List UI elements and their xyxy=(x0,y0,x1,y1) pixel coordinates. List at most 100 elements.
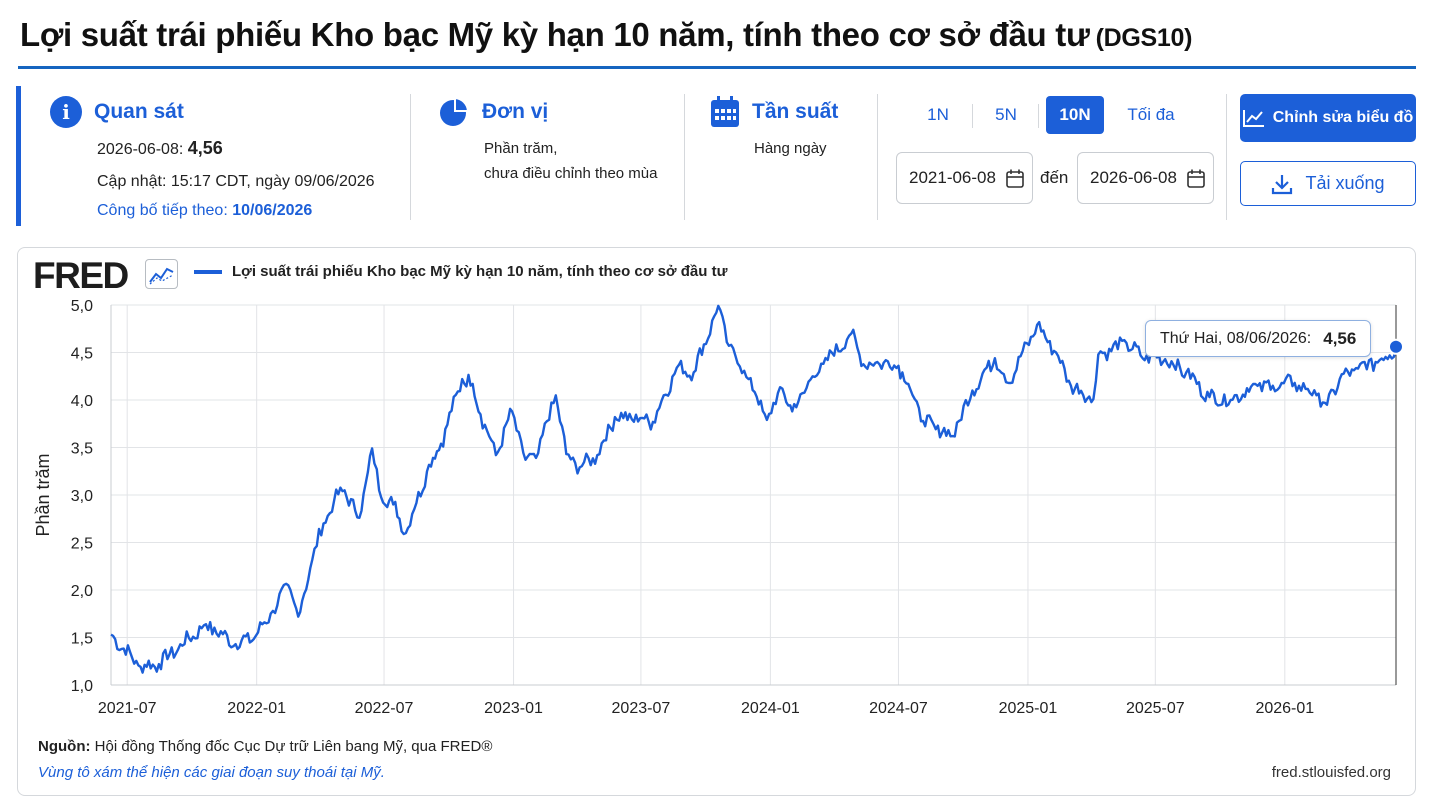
calendar-icon xyxy=(1006,169,1024,188)
data-point xyxy=(1315,394,1318,397)
observation-value-line: 2026-06-08: 4,56 xyxy=(97,138,223,158)
start-date-input[interactable]: 2021-06-08 xyxy=(896,152,1033,204)
page-title: Lợi suất trái phiếu Kho bạc Mỹ kỳ hạn 10… xyxy=(20,16,1193,53)
range-button-5y[interactable]: 5N xyxy=(995,105,1017,124)
data-point xyxy=(578,466,581,469)
series-line xyxy=(110,304,1398,674)
x-tick-label: 2025-01 xyxy=(999,700,1058,717)
divider xyxy=(410,94,411,220)
data-point xyxy=(1356,367,1359,370)
data-point xyxy=(271,609,274,612)
recession-note: Vùng tô xám thể hiện các giai đoạn suy t… xyxy=(38,764,385,781)
legend-swatch xyxy=(194,269,222,274)
units-line-2: chưa điều chỉnh theo mùa xyxy=(484,165,658,182)
series-metadata-panel: i Quan sát 2026-06-08: 4,56 Cập nhật: 15… xyxy=(16,86,1416,228)
data-point xyxy=(479,413,482,416)
data-point xyxy=(1069,384,1072,387)
data-point xyxy=(1185,371,1188,374)
range-button-max[interactable]: Tối đa xyxy=(1127,105,1175,124)
observation-heading: i Quan sát xyxy=(50,96,184,128)
title-divider xyxy=(18,66,1416,69)
data-point xyxy=(1125,342,1128,345)
line-chart[interactable]: 1,0 1,5 2,0 2,5 3,0 3,5 4,0 4,5 5,0 2021-07 2022-0… xyxy=(18,248,1417,797)
calendar-icon xyxy=(711,96,739,127)
data-point xyxy=(205,623,208,626)
to-label: đến xyxy=(1040,168,1069,187)
units-line-1: Phần trăm, xyxy=(484,140,558,157)
divider xyxy=(684,94,685,220)
data-point xyxy=(951,435,954,438)
data-point xyxy=(791,410,794,413)
series-id: (DGS10) xyxy=(1095,24,1193,52)
data-point xyxy=(471,382,474,385)
data-point xyxy=(234,643,237,646)
data-point xyxy=(747,378,750,381)
data-point xyxy=(675,366,678,369)
source-credit: Nguồn: Hội đồng Thống đốc Cục Dự trữ Liê… xyxy=(38,738,493,755)
data-point xyxy=(358,516,361,519)
data-point xyxy=(596,454,599,457)
x-tick-label: 2023-07 xyxy=(612,700,671,717)
y-tick-label: 4,0 xyxy=(71,393,93,410)
calendar-icon xyxy=(1187,169,1205,188)
data-point xyxy=(565,453,568,456)
y-tick-label: 3,5 xyxy=(71,441,93,458)
data-point xyxy=(287,584,290,587)
divider xyxy=(972,104,973,128)
frequency-value: Hàng ngày xyxy=(754,140,827,157)
end-date-input[interactable]: 2026-06-08 xyxy=(1077,152,1214,204)
legend-label: Lợi suất trái phiếu Kho bạc Mỹ kỳ hạn 10… xyxy=(232,263,728,280)
data-point xyxy=(1097,353,1100,356)
x-tick-label: 2021-07 xyxy=(98,700,157,717)
range-button-1y[interactable]: 1N xyxy=(927,105,949,124)
pie-chart-icon xyxy=(440,96,470,126)
tooltip-value: 4,56 xyxy=(1323,328,1357,348)
y-tick-label: 2,0 xyxy=(71,583,93,600)
data-point xyxy=(1229,399,1232,402)
data-point xyxy=(897,364,900,367)
data-point xyxy=(850,332,853,335)
x-tick-label: 2026-01 xyxy=(1255,700,1314,717)
y-tick-label: 3,0 xyxy=(71,488,93,505)
data-point xyxy=(524,458,527,461)
data-point xyxy=(494,454,497,457)
divider xyxy=(877,94,878,220)
data-point xyxy=(254,634,257,637)
next-release[interactable]: Công bố tiếp theo: 10/06/2026 xyxy=(97,202,313,219)
fred-graph-icon[interactable] xyxy=(145,259,178,289)
data-point xyxy=(613,416,616,419)
data-point xyxy=(1092,398,1095,401)
info-icon: i xyxy=(50,96,82,128)
data-point xyxy=(1164,358,1167,361)
line-chart-icon xyxy=(1242,110,1264,127)
y-tick-label: 5,0 xyxy=(71,298,93,315)
last-updated: Cập nhật: 15:17 CDT, ngày 09/06/2026 xyxy=(97,173,375,190)
data-point xyxy=(1036,323,1039,326)
data-point xyxy=(876,361,879,364)
edit-graph-button[interactable]: Chỉnh sửa biểu đồ xyxy=(1240,94,1416,142)
range-button-10y[interactable]: 10N xyxy=(1046,96,1104,134)
observation-heading-label: Quan sát xyxy=(94,100,184,123)
fred-site-link[interactable]: fred.stlouisfed.org xyxy=(1271,764,1391,781)
data-point xyxy=(1007,381,1010,384)
x-tick-label: 2022-07 xyxy=(355,700,414,717)
y-tick-label: 1,5 xyxy=(71,631,93,648)
data-point xyxy=(378,489,381,492)
x-tick-label: 2023-01 xyxy=(484,700,543,717)
data-point xyxy=(864,365,867,368)
data-point xyxy=(922,419,925,422)
data-point xyxy=(1326,403,1329,406)
data-point xyxy=(322,522,325,525)
divider xyxy=(1038,104,1039,128)
data-point xyxy=(1250,385,1253,388)
data-point xyxy=(1374,361,1377,364)
data-point xyxy=(1293,381,1296,384)
data-point xyxy=(297,615,300,618)
data-point xyxy=(1055,351,1058,354)
data-point xyxy=(425,470,428,473)
x-tick-label: 2024-01 xyxy=(741,700,800,717)
y-axis-title: Phần trăm xyxy=(33,453,53,536)
accent-bar xyxy=(16,86,21,226)
data-point xyxy=(639,417,642,420)
download-button[interactable]: Tải xuống xyxy=(1240,161,1416,206)
